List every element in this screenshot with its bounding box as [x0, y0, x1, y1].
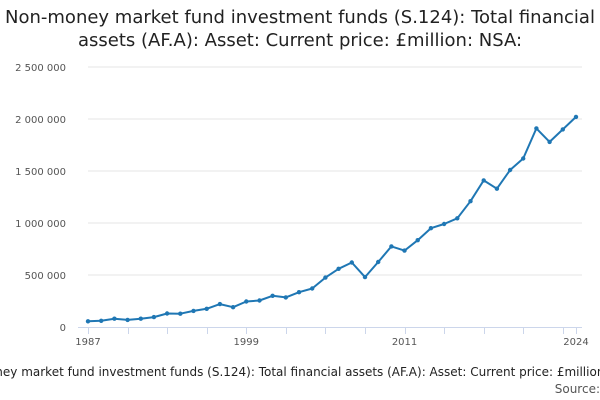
x-tick-label: 1999 — [234, 337, 259, 348]
data-point — [310, 286, 315, 291]
data-point — [507, 167, 513, 173]
data-point — [468, 199, 473, 204]
y-tick-label: 1 500 000 — [15, 167, 66, 178]
x-tick-label: 2024 — [563, 337, 588, 348]
data-point — [125, 317, 130, 323]
y-tick-label: 0 — [60, 323, 66, 334]
data-point — [296, 290, 302, 295]
x-tick-label: 1987 — [75, 337, 100, 348]
y-tick-label: 1 000 000 — [15, 219, 66, 230]
data-point — [99, 318, 104, 323]
data-point — [389, 244, 394, 249]
data-point — [494, 186, 500, 191]
y-tick-label: 500 000 — [25, 271, 66, 282]
data-point — [164, 311, 170, 316]
series-line — [87, 116, 577, 323]
data-point — [244, 299, 249, 304]
data-point — [112, 316, 117, 321]
data-point — [257, 298, 262, 303]
data-point — [349, 260, 354, 265]
chart-title: Non-money market fund investment funds (… — [5, 7, 595, 51]
data-point — [521, 156, 526, 161]
y-tick-label: 2 500 000 — [15, 63, 66, 74]
data-point — [323, 275, 328, 280]
data-point — [283, 295, 288, 300]
data-point — [376, 259, 381, 265]
data-point — [441, 221, 447, 227]
data-point — [560, 127, 565, 132]
data-point — [428, 226, 434, 231]
data-point — [85, 319, 91, 324]
data-point — [204, 306, 209, 311]
data-point — [230, 305, 236, 310]
data-point — [455, 216, 460, 221]
data-point — [270, 293, 275, 298]
x-axis-label: Non-money market fund investment funds (… — [0, 365, 600, 379]
data-point — [336, 266, 341, 271]
data-point — [534, 126, 539, 131]
x-tick-label: 2011 — [392, 337, 417, 348]
chart-caption: Non-money market fund investment funds (… — [0, 365, 600, 379]
data-point — [151, 314, 157, 320]
data-point — [573, 114, 579, 120]
data-point — [547, 139, 552, 145]
y-tick-label: 2 000 000 — [15, 115, 66, 126]
data-point — [481, 178, 486, 183]
data-point — [402, 248, 407, 253]
data-point — [138, 316, 143, 321]
data-point — [217, 301, 223, 307]
source-label: Source: — [554, 382, 600, 396]
data-point — [191, 308, 196, 314]
data-point — [362, 274, 368, 280]
data-point — [178, 311, 183, 316]
data-point — [415, 238, 420, 243]
